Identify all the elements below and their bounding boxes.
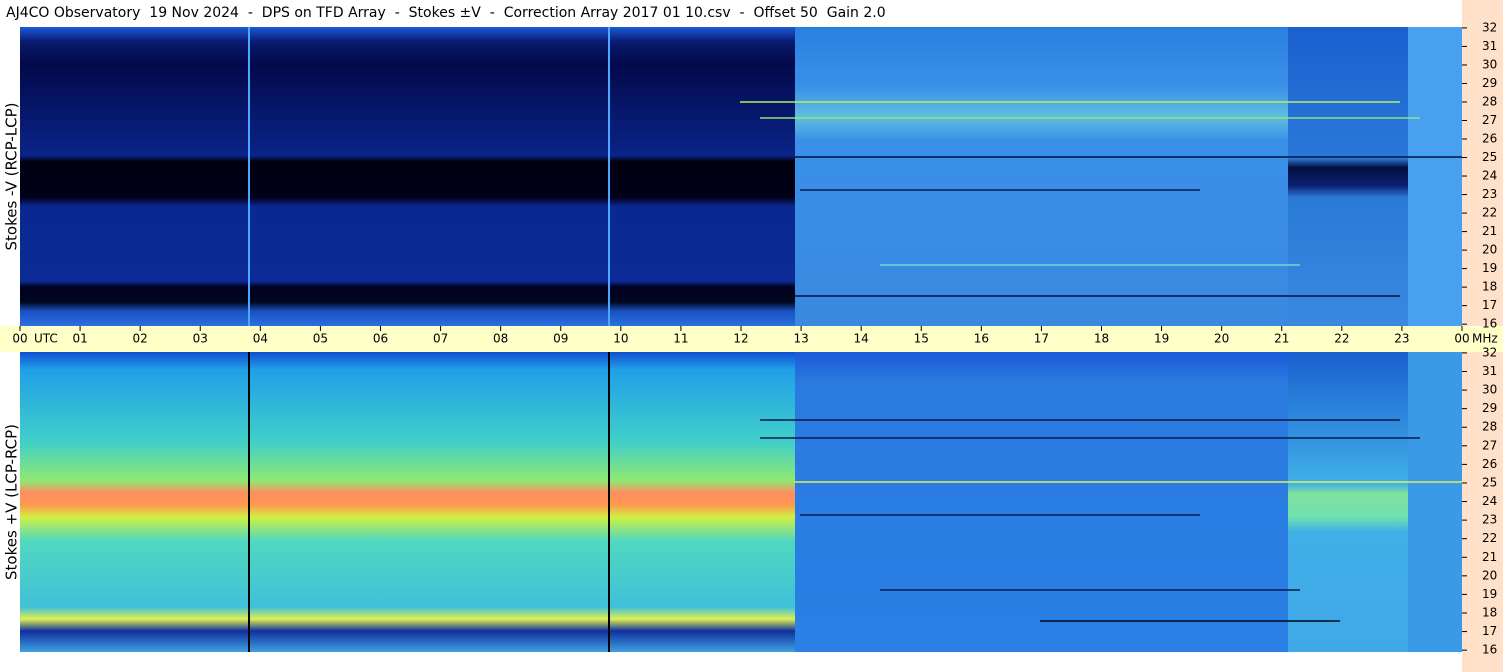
y-tick-label: 26 [1482,132,1497,146]
y-tick-label: 18 [1482,280,1497,294]
y-tick-label: 16 [1482,317,1497,331]
y-tick-label: 27 [1482,438,1497,452]
y-tick-label: 28 [1482,420,1497,434]
spectrogram-image [1288,27,1408,326]
y-tick-label: 22 [1482,531,1497,545]
time-axis-strip-end [1462,326,1503,352]
x-unit: UTC [34,332,58,346]
x-tick-label: 12 [733,332,748,346]
x-tick-label: 11 [673,332,688,346]
x-tick-label: 09 [553,332,568,346]
x-tick-label: 21 [1274,332,1289,346]
top-spectrogram [20,27,1462,326]
y-tick-label: 21 [1482,550,1497,564]
y-tick-label: 23 [1482,513,1497,527]
y-tick-label: 17 [1482,298,1497,312]
y-tick-label: 23 [1482,187,1497,201]
y-tick-label: 31 [1482,364,1497,378]
x-tick-label: 16 [974,332,989,346]
rfi-streaks [760,419,1462,622]
spectrogram-image [20,352,795,652]
spectrogram-image [795,27,1288,326]
x-tick-label: 08 [493,332,508,346]
y-tick-label: 24 [1482,494,1497,508]
spectrogram-image [20,27,795,326]
bottom-spectrogram [20,352,1462,652]
x-tick-label: 06 [373,332,388,346]
x-tick-label: 00 [1454,332,1469,346]
y-tick-label: 29 [1482,76,1497,90]
y-tick-label: 17 [1482,624,1497,638]
y-tick-label: 24 [1482,169,1497,183]
spectrogram-image [1288,352,1408,652]
time-axis-strip [0,326,1462,352]
x-tick-label: 00 [12,332,27,346]
y-tick-label: 25 [1482,475,1497,489]
y-tick-label: 19 [1482,587,1497,601]
x-tick-label: 10 [613,332,628,346]
y-tick-label: 27 [1482,113,1497,127]
x-tick-label: 13 [793,332,808,346]
y-tick-label: 22 [1482,206,1497,220]
y-tick-label: 32 [1482,20,1497,34]
y-tick-label: 30 [1482,57,1497,71]
y-tick-label: 26 [1482,457,1497,471]
y-tick-label: 31 [1482,39,1497,53]
y-tick-label: 21 [1482,224,1497,238]
x-tick-label: 02 [133,332,148,346]
x-tick-label: 01 [72,332,87,346]
x-tick-label: 19 [1154,332,1169,346]
y-tick-label: 30 [1482,383,1497,397]
y-tick-label: 20 [1482,568,1497,582]
axes: 16 17 18 19 20 21 22 23 24 25 26 27 28 29 30 31 32 Stokes… [3,20,1498,656]
x-tick-label: 23 [1394,332,1409,346]
rfi-streaks [740,101,1462,297]
y-unit: MHz [1472,332,1498,346]
x-tick-label: 04 [253,332,268,346]
x-tick-label: 18 [1094,332,1109,346]
x-tick-label: 14 [854,332,869,346]
y-tick-label: 20 [1482,243,1497,257]
y-tick-label: 29 [1482,401,1497,415]
y-tick-label: 28 [1482,94,1497,108]
spectrogram-image [1408,352,1462,652]
x-tick-label: 17 [1034,332,1049,346]
x-tick-label: 07 [433,332,448,346]
title: AJ4CO Observatory 19 Nov 2024 - DPS on T… [6,5,886,21]
x-tick-label: 15 [914,332,929,346]
y-axis-label: Stokes +V (LCP-RCP) [3,424,21,580]
y-tick-label: 18 [1482,605,1497,619]
x-tick-label: 05 [313,332,328,346]
y-tick-label: 16 [1482,643,1497,657]
x-tick-label: 03 [193,332,208,346]
y-axis-label: Stokes -V (RCP-LCP) [3,103,21,251]
spectrogram-image [795,352,1288,652]
spectrogram-image [1408,27,1462,326]
x-tick-label: 22 [1334,332,1349,346]
y-tick-label: 32 [1482,345,1497,359]
y-tick-label: 25 [1482,150,1497,164]
x-tick-label: 20 [1214,332,1229,346]
y-tick-label: 19 [1482,261,1497,275]
